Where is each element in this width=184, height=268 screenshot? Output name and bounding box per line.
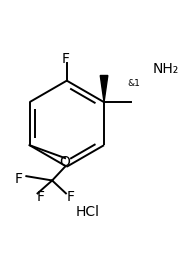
Text: F: F [15, 172, 23, 186]
Text: F: F [62, 52, 70, 66]
Text: F: F [66, 190, 74, 204]
Text: F: F [37, 190, 45, 204]
Text: O: O [60, 155, 70, 169]
Text: NH₂: NH₂ [153, 62, 179, 76]
Text: HCl: HCl [75, 205, 99, 219]
Polygon shape [100, 76, 108, 102]
Text: &1: &1 [128, 79, 141, 88]
